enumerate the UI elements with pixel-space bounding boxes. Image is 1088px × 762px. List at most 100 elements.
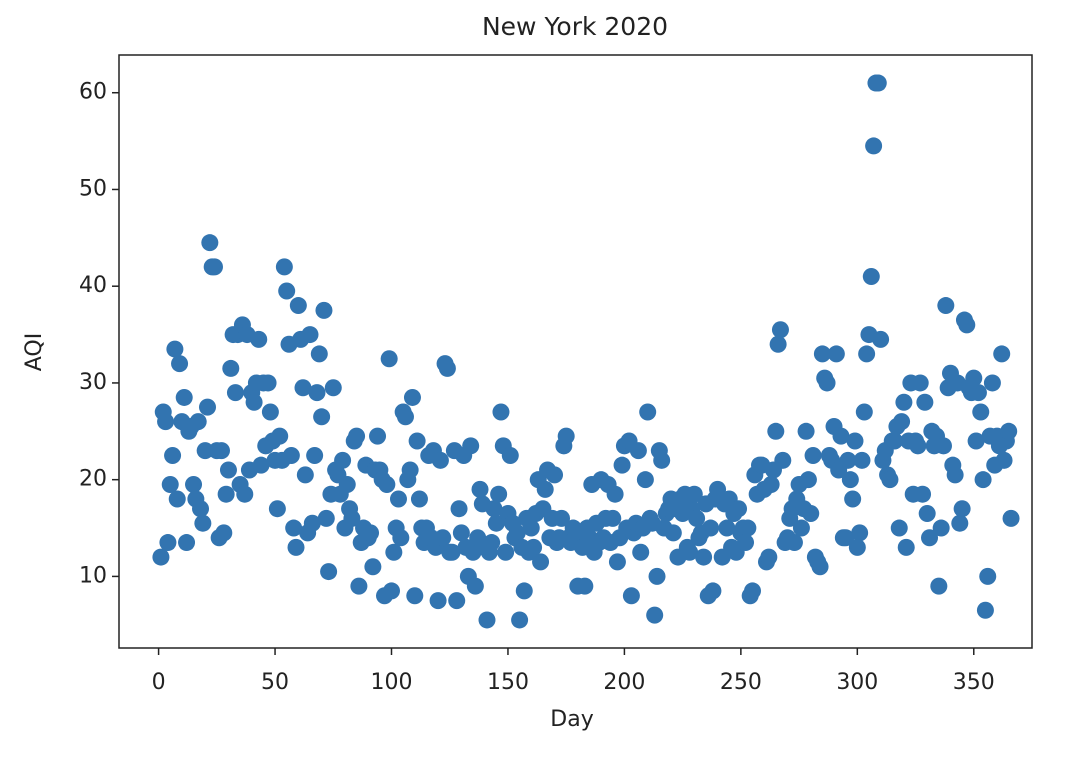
point (334, 451, 352, 469)
point (434, 529, 452, 547)
point (452, 524, 470, 542)
point (403, 388, 421, 406)
point (967, 432, 985, 450)
point (979, 567, 997, 585)
point (890, 519, 908, 537)
point (895, 393, 913, 411)
point (930, 577, 948, 595)
point (275, 258, 293, 276)
point (401, 461, 419, 479)
point (410, 490, 428, 508)
point (976, 601, 994, 619)
x-tick-label: 50 (261, 670, 289, 695)
y-tick-label: 50 (79, 176, 107, 201)
point (278, 282, 296, 300)
point (969, 384, 987, 402)
point (164, 446, 182, 464)
point (848, 538, 866, 556)
point (396, 408, 414, 426)
point (317, 509, 335, 527)
point (161, 476, 179, 494)
point (282, 446, 300, 464)
point (576, 577, 594, 595)
point (983, 374, 1001, 392)
point (974, 471, 992, 489)
point (310, 345, 328, 363)
point (171, 355, 189, 373)
point (362, 524, 380, 542)
point (462, 437, 480, 455)
point (965, 369, 983, 387)
point (364, 558, 382, 576)
point (853, 451, 871, 469)
point (797, 422, 815, 440)
point (771, 321, 789, 339)
point (702, 519, 720, 537)
x-tick-label: 0 (152, 670, 166, 695)
point (383, 582, 401, 600)
point (1000, 422, 1018, 440)
point (606, 485, 624, 503)
point (303, 514, 321, 532)
point (995, 451, 1013, 469)
point (268, 500, 286, 518)
point (471, 480, 489, 498)
point (613, 456, 631, 474)
point (881, 471, 899, 489)
point (443, 543, 461, 561)
point (261, 403, 279, 421)
point (192, 500, 210, 518)
point (306, 446, 324, 464)
point (252, 456, 270, 474)
point (212, 442, 230, 460)
point (466, 577, 484, 595)
point (844, 490, 862, 508)
chart-title: New York 2020 (482, 12, 668, 41)
point (648, 567, 666, 585)
point (869, 74, 887, 92)
points (152, 74, 1020, 629)
point (320, 563, 338, 581)
point (289, 297, 307, 315)
point (338, 476, 356, 494)
point (199, 398, 217, 416)
point (532, 553, 550, 571)
point (622, 587, 640, 605)
point (166, 340, 184, 358)
point (392, 529, 410, 547)
point (492, 403, 510, 421)
point (348, 427, 366, 445)
point (653, 451, 671, 469)
point (792, 519, 810, 537)
point (343, 509, 361, 527)
point (557, 427, 575, 445)
point (855, 403, 873, 421)
point (937, 297, 955, 315)
y-tick-label: 30 (79, 370, 107, 395)
point (1002, 509, 1020, 527)
point (236, 485, 254, 503)
y-tick-label: 20 (79, 467, 107, 492)
point (175, 388, 193, 406)
point (911, 374, 929, 392)
point (704, 582, 722, 600)
point (324, 379, 342, 397)
y-axis-label: AQI (22, 333, 47, 371)
point (522, 519, 540, 537)
point (993, 345, 1011, 363)
point (972, 403, 990, 421)
point (380, 350, 398, 368)
point (219, 461, 237, 479)
point (909, 437, 927, 455)
point (664, 524, 682, 542)
point (408, 432, 426, 450)
point (767, 422, 785, 440)
point (429, 592, 447, 610)
point (953, 500, 971, 518)
point (487, 514, 505, 532)
point (478, 611, 496, 629)
point (695, 548, 713, 566)
point (851, 524, 869, 542)
point (632, 543, 650, 561)
